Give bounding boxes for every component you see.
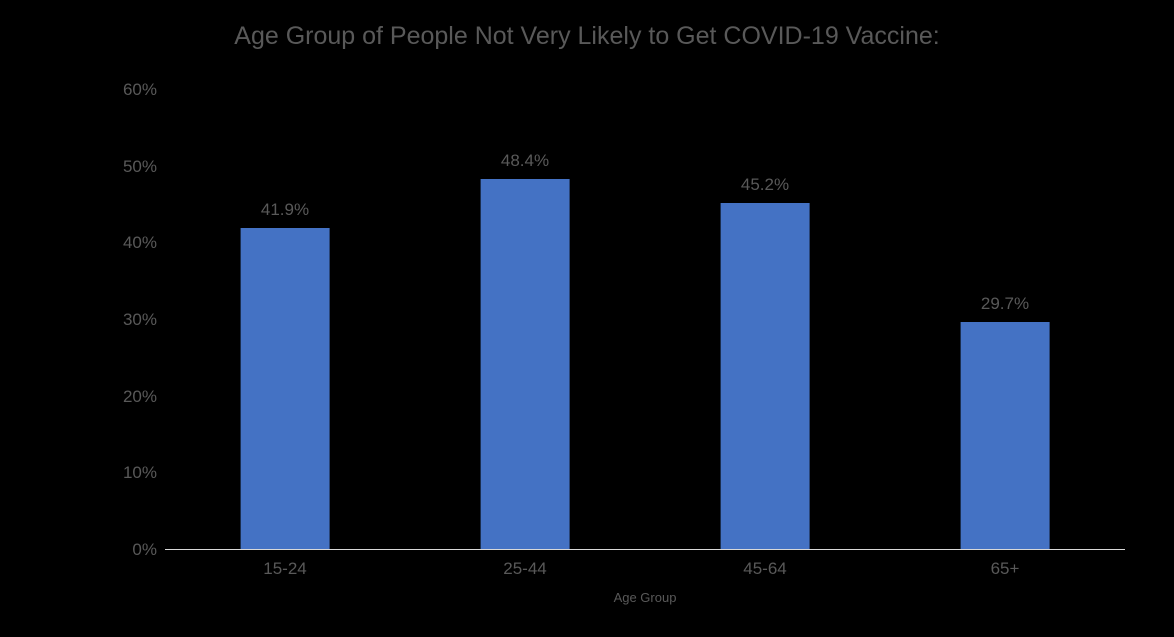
plot-area: 0%10%20%30%40%50%60% 41.9%15-2448.4%25-4… <box>105 90 1125 550</box>
bar-slot: 48.4%25-44 <box>405 90 645 549</box>
bar-slot: 29.7%65+ <box>885 90 1125 549</box>
bar-slot: 41.9%15-24 <box>165 90 405 549</box>
x-tick: 65+ <box>991 559 1020 579</box>
y-tick: 10% <box>123 463 157 483</box>
y-tick: 30% <box>123 310 157 330</box>
x-axis-title: Age Group <box>614 590 677 605</box>
bar-slot: 45.2%45-64 <box>645 90 885 549</box>
bar-value-label: 48.4% <box>501 151 549 171</box>
x-tick: 45-64 <box>743 559 786 579</box>
bar: 41.9% <box>241 228 330 549</box>
bar-value-label: 29.7% <box>981 294 1029 314</box>
bar: 45.2% <box>721 203 810 549</box>
chart-title: Age Group of People Not Very Likely to G… <box>10 10 1164 53</box>
y-axis: 0%10%20%30%40%50%60% <box>105 90 165 550</box>
chart-container: Age Group of People Not Very Likely to G… <box>10 10 1164 627</box>
y-tick: 50% <box>123 157 157 177</box>
y-tick: 0% <box>132 540 157 560</box>
y-tick: 60% <box>123 80 157 100</box>
bars-region: 41.9%15-2448.4%25-4445.2%45-6429.7%65+ <box>165 90 1125 550</box>
y-tick: 40% <box>123 233 157 253</box>
bar: 48.4% <box>481 179 570 549</box>
bar-value-label: 41.9% <box>261 200 309 220</box>
bar-value-label: 45.2% <box>741 175 789 195</box>
bar: 29.7% <box>961 322 1050 549</box>
x-tick: 15-24 <box>263 559 306 579</box>
y-tick: 20% <box>123 387 157 407</box>
x-tick: 25-44 <box>503 559 546 579</box>
